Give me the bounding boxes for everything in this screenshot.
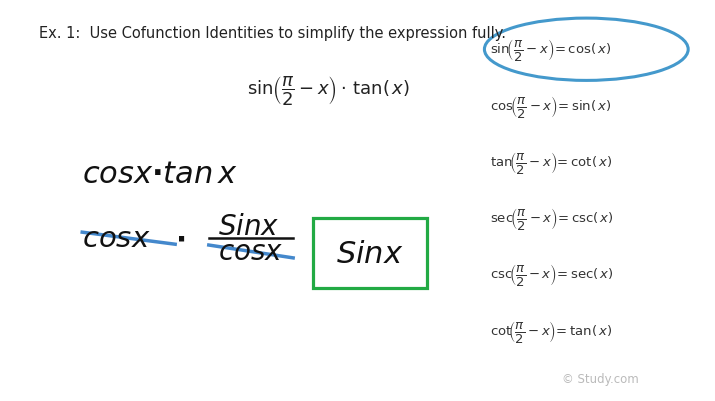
Text: $\mathrm{cos}\!\left(\dfrac{\pi}{2}-x\right)\!=\mathrm{sin}(\,x)$: $\mathrm{cos}\!\left(\dfrac{\pi}{2}-x\ri… — [490, 93, 611, 119]
Text: $\mathrm{sec}\!\left(\dfrac{\pi}{2}-x\right)\!=\mathrm{csc}(\,x)$: $\mathrm{sec}\!\left(\dfrac{\pi}{2}-x\ri… — [490, 206, 613, 231]
Text: $\mathbf{\mathit{cosx}}$: $\mathbf{\mathit{cosx}}$ — [82, 225, 151, 253]
Text: $\mathbf{\mathit{Sinx}}$: $\mathbf{\mathit{Sinx}}$ — [218, 213, 280, 241]
Text: $\mathrm{csc}\!\left(\dfrac{\pi}{2}-x\right)\!=\mathrm{sec}(\,x)$: $\mathrm{csc}\!\left(\dfrac{\pi}{2}-x\ri… — [490, 262, 613, 288]
Text: $\mathbf{\mathit{cosx}}$: $\mathbf{\mathit{cosx}}$ — [218, 238, 283, 266]
Text: $\sin\!\left(\dfrac{\pi}{2} - x\right)\cdot\,\mathrm{tan}(\,x)$: $\sin\!\left(\dfrac{\pi}{2} - x\right)\c… — [247, 74, 410, 107]
Text: $\mathbf{\mathit{Sinx}}$: $\mathbf{\mathit{Sinx}}$ — [336, 239, 404, 268]
Text: Ex. 1:  Use Cofunction Identities to simplify the expression fully.: Ex. 1: Use Cofunction Identities to simp… — [39, 26, 506, 41]
Text: $\mathrm{sin}\!\left(\dfrac{\pi}{2}-x\right)\!=\mathrm{cos}(\,x)$: $\mathrm{sin}\!\left(\dfrac{\pi}{2}-x\ri… — [490, 37, 611, 63]
Text: $\mathbf{\mathit{cosx}}$$\mathbf{\cdot}$$\mathbf{\mathit{tan\,x}}$: $\mathbf{\mathit{cosx}}$$\mathbf{\cdot}$… — [82, 160, 238, 189]
Text: $\mathrm{tan}\!\left(\dfrac{\pi}{2}-x\right)\!=\mathrm{cot}(\,x)$: $\mathrm{tan}\!\left(\dfrac{\pi}{2}-x\ri… — [490, 150, 612, 175]
Text: © Study.com: © Study.com — [562, 373, 639, 385]
Text: $\mathbf{\cdot}$: $\mathbf{\cdot}$ — [175, 225, 185, 253]
Text: $\mathrm{cot}\!\left(\dfrac{\pi}{2}-x\right)\!=\mathrm{tan}(\,x)$: $\mathrm{cot}\!\left(\dfrac{\pi}{2}-x\ri… — [490, 318, 612, 344]
